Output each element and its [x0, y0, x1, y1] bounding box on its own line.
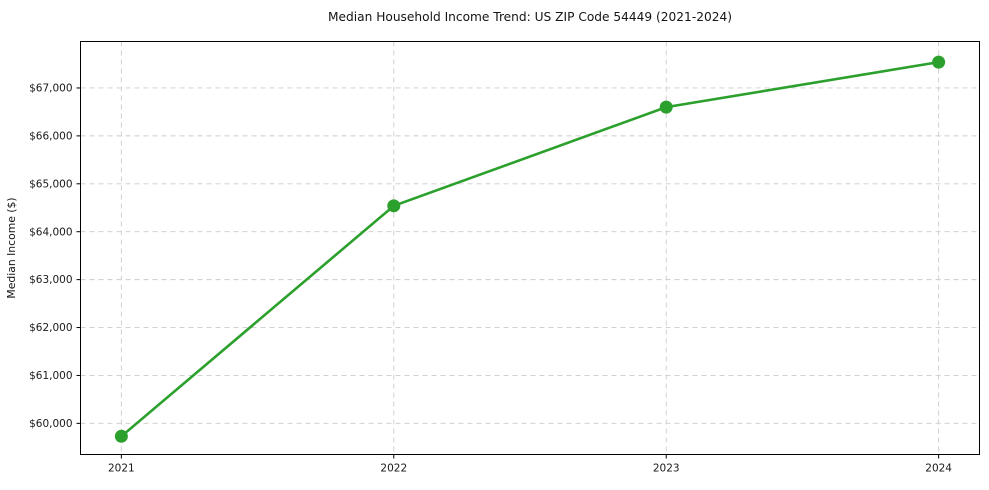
y-tick-label: $62,000: [29, 322, 72, 334]
plot-border: [80, 41, 980, 455]
x-tick-label: 2023: [653, 463, 680, 475]
y-tick-label: $65,000: [29, 178, 72, 190]
y-tick-label: $61,000: [29, 370, 72, 382]
y-tick-label: $64,000: [29, 226, 72, 238]
y-axis-label: Median Income ($): [5, 197, 18, 298]
grid-layer: [80, 41, 980, 455]
data-point-marker: [114, 429, 128, 443]
axes-layer: $60,000 $61,000 $62,000 $63,000 $64,000 $65,0…: [29, 41, 980, 475]
series-layer: [114, 55, 946, 443]
y-tick-label: $66,000: [29, 130, 72, 142]
chart-title: Median Household Income Trend: US ZIP Co…: [328, 10, 732, 24]
x-tick-label: 2024: [925, 463, 952, 475]
y-tick-label: $67,000: [29, 83, 72, 95]
data-point-marker: [932, 55, 946, 69]
x-tick-label: 2022: [380, 463, 407, 475]
data-point-marker: [659, 100, 673, 114]
x-tick-label: 2021: [108, 463, 135, 475]
y-tick-label: $63,000: [29, 274, 72, 286]
y-tick-label: $60,000: [29, 418, 72, 430]
income-trend-line: [120, 60, 940, 438]
data-point-marker: [387, 199, 401, 213]
